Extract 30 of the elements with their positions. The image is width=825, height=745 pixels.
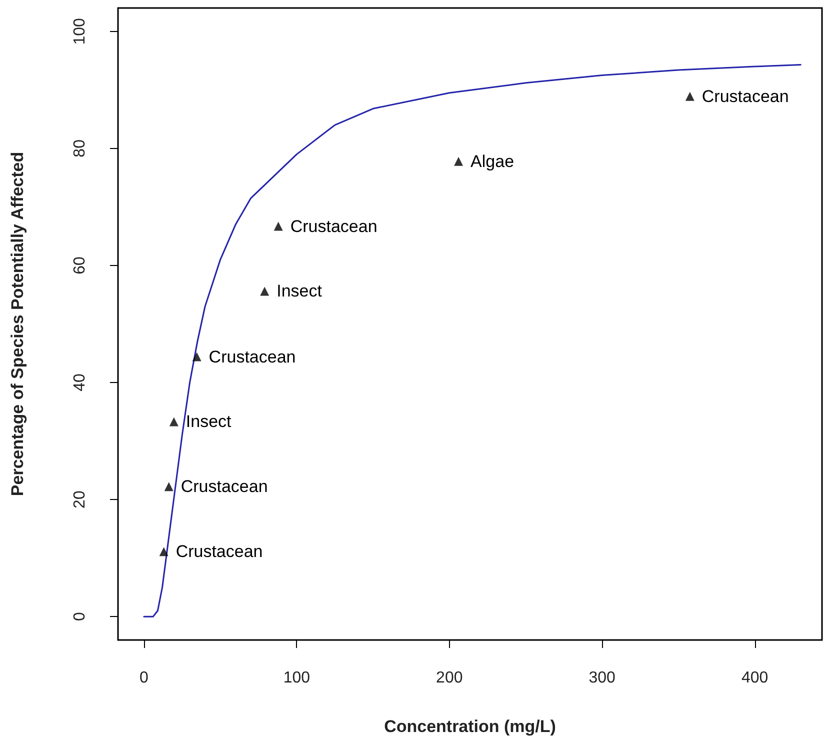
point <box>454 156 464 166</box>
point <box>159 547 168 556</box>
point <box>685 92 694 101</box>
annotation: Crustacean <box>702 86 789 106</box>
y-tick-label: 0 <box>72 612 88 622</box>
annotation: Crustacean <box>208 347 296 366</box>
y-tick-label: 100 <box>72 18 88 45</box>
point <box>274 222 283 231</box>
x-tick-label: 100 <box>283 670 310 686</box>
x-tick-label: 300 <box>588 670 616 686</box>
x-tick-label: 200 <box>436 670 463 686</box>
annotation: Insect <box>276 282 322 301</box>
point <box>192 352 202 362</box>
y-axis-title: Percentage of Species Potentially Affected <box>8 152 27 496</box>
annotation: Insect <box>186 412 232 432</box>
y-tick-label: 20 <box>72 490 88 508</box>
point <box>164 482 174 492</box>
y-tick-label: 80 <box>72 139 88 158</box>
x-tick-label: 0 <box>140 670 149 686</box>
point <box>169 417 178 426</box>
annotation: Algae <box>470 152 514 171</box>
annotation: Crustacean <box>180 477 268 496</box>
y-tick-label: 40 <box>72 374 88 392</box>
annotation: Crustacean <box>176 542 263 562</box>
x-axis-title: Concentration (mg/L) <box>384 717 556 736</box>
x-tick-label: 400 <box>741 670 768 686</box>
y-tick-label: 60 <box>72 256 88 274</box>
line-series <box>143 64 802 618</box>
point <box>260 286 270 296</box>
annotation: Crustacean <box>290 216 378 236</box>
